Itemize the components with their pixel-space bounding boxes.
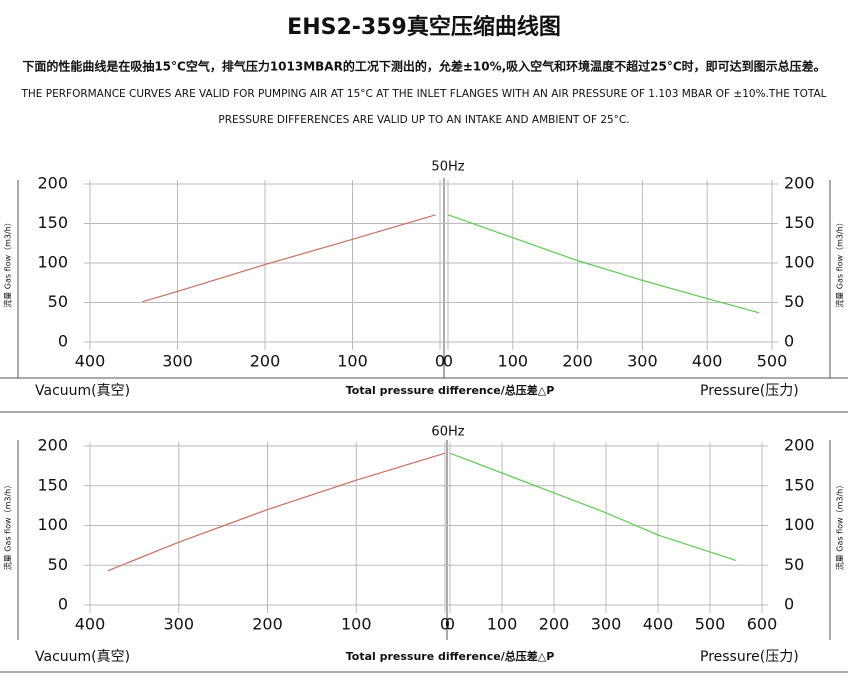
frame <box>0 178 848 673</box>
x-tick-label: 300 <box>163 615 194 634</box>
curve <box>107 452 446 572</box>
x-tick-label: 500 <box>757 352 788 371</box>
x-tick-label: 600 <box>747 615 778 634</box>
y-axis-label: 流量 Gas flow（m3/h） <box>3 218 13 307</box>
y-tick-label: 50 <box>48 292 68 311</box>
y-tick-label: 200 <box>784 436 815 455</box>
curve <box>447 214 760 314</box>
x-tick-label: 400 <box>75 615 106 634</box>
x-tick-label: 0 <box>435 352 445 371</box>
x-tick-label: 100 <box>487 615 518 634</box>
subtitle: 下面的性能曲线是在吸抽15°C空气，排气压力1013MBAR的工况下测出的，允差… <box>22 59 825 74</box>
y-tick-label: 200 <box>37 174 68 193</box>
x-tick-label: 500 <box>695 615 726 634</box>
y-tick-label: 100 <box>784 515 815 534</box>
x-tick-label: 400 <box>643 615 674 634</box>
axis-annotation: Total pressure difference/总压差△P <box>346 649 555 663</box>
y-tick-label: 200 <box>37 436 68 455</box>
x-tick-label: 400 <box>692 352 723 371</box>
curve <box>449 452 737 562</box>
x-tick-label: 0 <box>440 615 450 634</box>
y-axis-label: 流量 Gas flow（m3/h） <box>835 218 845 307</box>
x-tick-label: 100 <box>498 352 529 371</box>
x-axis-label: Pressure(压力) <box>700 649 799 665</box>
panel-title: 50Hz <box>431 160 464 175</box>
y-tick-label: 50 <box>784 292 804 311</box>
y-tick-label: 100 <box>37 253 68 272</box>
x-tick-label: 0 <box>445 615 455 634</box>
y-axis-label: 流量 Gas flow（m3/h） <box>3 481 13 570</box>
x-tick-label: 0 <box>443 352 453 371</box>
y-tick-label: 150 <box>784 213 815 232</box>
y-tick-label: 150 <box>37 475 68 494</box>
y-tick-label: 50 <box>784 555 804 574</box>
x-axis-label: Vacuum(真空) <box>35 649 130 665</box>
y-tick-label: 0 <box>58 595 68 614</box>
panel-title: 60Hz <box>431 425 464 440</box>
y-tick-label: 200 <box>784 174 815 193</box>
y-tick-label: 100 <box>37 515 68 534</box>
x-tick-label: 300 <box>591 615 622 634</box>
y-tick-label: 0 <box>58 332 68 351</box>
x-tick-label: 100 <box>337 352 368 371</box>
curve <box>142 214 436 303</box>
x-axis-label: Vacuum(真空) <box>35 383 130 399</box>
y-tick-label: 0 <box>784 595 794 614</box>
axis-annotation: Total pressure difference/总压差△P <box>346 383 555 397</box>
y-tick-label: 50 <box>48 555 68 574</box>
x-axis-label: Pressure(压力) <box>700 383 799 399</box>
page-title: EHS2-359真空压缩曲线图 <box>287 14 561 40</box>
y-tick-label: 150 <box>784 475 815 494</box>
y-axis-label: 流量 Gas flow（m3/h） <box>835 481 845 570</box>
x-tick-label: 100 <box>341 615 372 634</box>
y-tick-label: 100 <box>784 253 815 272</box>
x-tick-label: 300 <box>627 352 658 371</box>
y-tick-label: 0 <box>784 332 794 351</box>
x-tick-label: 200 <box>539 615 570 634</box>
x-tick-label: 300 <box>162 352 193 371</box>
description: THE PERFORMANCE CURVES ARE VALID FOR PUM… <box>20 88 826 100</box>
x-tick-label: 200 <box>252 615 283 634</box>
x-tick-label: 200 <box>562 352 593 371</box>
x-tick-label: 400 <box>75 352 106 371</box>
x-tick-label: 200 <box>250 352 281 371</box>
y-tick-label: 150 <box>37 213 68 232</box>
description: PRESSURE DIFFERENCES ARE VALID UP TO AN … <box>218 114 629 126</box>
